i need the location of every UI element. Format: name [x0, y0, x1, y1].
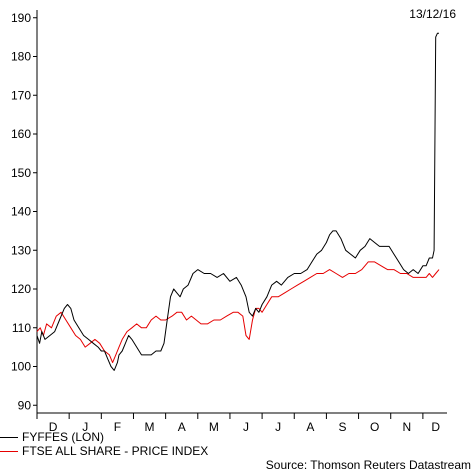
- y-tick-label: 120: [11, 282, 31, 296]
- y-tick-label: 100: [11, 360, 31, 374]
- plot-area: [36, 32, 440, 371]
- legend-item-fyffes: FYFFES (LON): [0, 430, 104, 444]
- y-tick-label: 160: [11, 127, 31, 141]
- legend-label-fyffes: FYFFES (LON): [22, 430, 105, 444]
- y-tick-label: 140: [11, 205, 31, 219]
- x-tick-label: O: [370, 420, 379, 434]
- series-line-fyffes: [36, 32, 439, 371]
- x-tick-label: A: [178, 420, 186, 434]
- y-tick-label: 110: [12, 321, 31, 335]
- legend-swatch-ftse: [0, 451, 18, 453]
- legend-item-ftse: FTSE ALL SHARE - PRICE INDEX: [0, 444, 208, 458]
- x-tick-label: J: [82, 420, 88, 434]
- y-tick-label: 130: [11, 243, 31, 257]
- x-tick-label: J: [275, 420, 281, 434]
- source-note: Source: Thomson Reuters Datastream: [265, 458, 471, 472]
- x-tick-label: J: [243, 420, 249, 434]
- y-tick-label: 190: [11, 11, 31, 25]
- y-tick-label: 150: [11, 166, 31, 180]
- x-tick-label: D: [431, 420, 440, 434]
- y-tick-label: 170: [11, 88, 31, 102]
- x-tick-label: N: [402, 420, 411, 434]
- date-label: 13/12/16: [409, 7, 456, 21]
- y-axis: 90 100 110 120 130 140 150 160 170 180 190: [11, 10, 38, 413]
- y-tick-label: 90: [18, 398, 32, 412]
- x-tick-label: M: [209, 420, 219, 434]
- x-tick-label: S: [338, 420, 346, 434]
- x-tick-label: A: [306, 420, 314, 434]
- series-line-ftse: [36, 261, 440, 364]
- x-tick-label: D: [49, 420, 58, 434]
- line-chart: 90 100 110 120 130 140 150 160 170 180 190 D J F M A M J…: [11, 10, 447, 434]
- x-tick-label: F: [114, 420, 121, 434]
- legend-swatch-fyffes: [0, 437, 18, 439]
- legend-label-ftse: FTSE ALL SHARE - PRICE INDEX: [22, 444, 209, 458]
- y-tick-label: 180: [11, 50, 31, 64]
- x-tick-label: M: [145, 420, 155, 434]
